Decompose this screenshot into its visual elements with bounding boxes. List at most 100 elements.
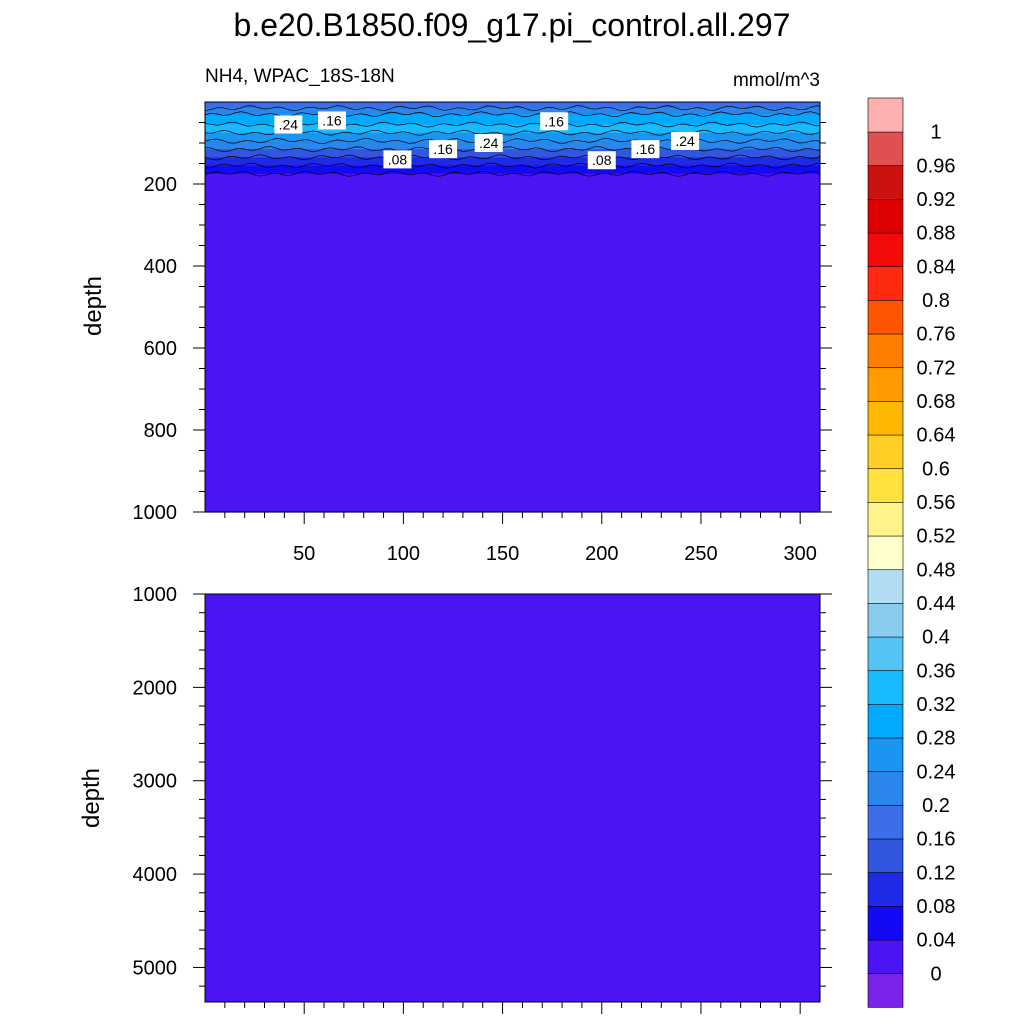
contour-line xyxy=(204,137,821,144)
colorbar-label: 0.84 xyxy=(917,256,956,278)
upper-panel: .24 .16 .08 .16 .24 .16 .08 .16 .24 200 400 600 800 1… xyxy=(133,101,832,565)
x-tick-label: 300 xyxy=(783,543,816,565)
units-label: mmol/m^3 xyxy=(733,70,820,91)
colorbar-swatch xyxy=(867,165,904,200)
depth-band xyxy=(205,124,820,134)
colorbar-swatch xyxy=(867,266,904,301)
colorbar-swatch xyxy=(867,771,904,806)
contour-label-text: .16 xyxy=(544,113,564,129)
colorbar-swatch xyxy=(867,670,904,705)
colorbar-swatch xyxy=(867,333,904,369)
colorbar-swatch xyxy=(867,602,904,638)
colorbar-label: 0.32 xyxy=(917,694,956,716)
colorbar-label: 0.56 xyxy=(917,492,956,514)
colorbar-swatch xyxy=(867,131,904,167)
depth-band xyxy=(205,173,820,183)
y-tick-label: 1000 xyxy=(133,502,178,524)
x-tick-label: 100 xyxy=(387,543,420,565)
y-tick-label: 4000 xyxy=(133,864,178,886)
depth-band xyxy=(205,149,820,158)
depth-band xyxy=(205,108,820,115)
colorbar-swatch xyxy=(867,400,904,436)
colorbar-label: 0.48 xyxy=(917,559,956,581)
colorbar-label: 0.52 xyxy=(917,526,956,548)
x-tick-label: 50 xyxy=(293,543,315,565)
contour-line xyxy=(204,146,821,153)
depth-band xyxy=(205,132,820,142)
contour-line xyxy=(204,111,821,118)
contour-line xyxy=(204,170,821,177)
deep-fill xyxy=(205,594,820,1002)
lower-depth-axis-label: depth xyxy=(78,768,105,828)
y-tick-label: 2000 xyxy=(133,677,178,699)
contour-line xyxy=(204,121,821,128)
colorbar-label: 0.68 xyxy=(917,391,956,413)
upper-depth-axis-label: depth xyxy=(80,276,107,336)
colorbar-swatch xyxy=(867,804,904,840)
colorbar-swatch xyxy=(867,872,904,907)
colorbar-label: 0.2 xyxy=(922,795,950,817)
colorbar-label: 0 xyxy=(930,963,941,985)
lower-panel: 1000 2000 3000 4000 5000 xyxy=(133,584,832,1014)
colorbar-label: 0.6 xyxy=(922,458,950,480)
colorbar-label: 0.76 xyxy=(917,324,956,346)
contour-label-text: .16 xyxy=(433,141,453,157)
contour-line xyxy=(204,154,821,161)
colorbar-swatch xyxy=(867,703,904,739)
colorbar-label: 0.64 xyxy=(917,425,956,447)
colorbar-swatch xyxy=(867,299,904,335)
colorbar-swatch xyxy=(867,569,904,604)
contour-label: .24 xyxy=(671,131,700,150)
colorbar-label: 0.16 xyxy=(917,829,956,851)
colorbar-swatch xyxy=(867,97,904,133)
lower-plot-frame xyxy=(204,593,821,1003)
colorbar-label: 0.8 xyxy=(922,290,950,312)
colorbar-swatch xyxy=(867,468,904,503)
y-tick-label: 3000 xyxy=(133,771,178,793)
contour-label: .16 xyxy=(631,140,660,159)
colorbar-swatch xyxy=(867,939,904,975)
contour-line xyxy=(204,129,821,136)
colorbar-label: 0.72 xyxy=(917,357,956,379)
colorbar-label: 0.28 xyxy=(917,728,956,750)
depth-band xyxy=(205,102,820,109)
colorbar-label: 0.08 xyxy=(917,896,956,918)
y-tick-label: 5000 xyxy=(133,957,178,979)
depth-band xyxy=(205,114,820,126)
y-tick-label: 600 xyxy=(144,338,177,360)
contour-label: .24 xyxy=(474,134,503,152)
colorbar-label: 1 xyxy=(930,122,941,144)
colorbar-swatch xyxy=(867,367,904,402)
contour-label: .08 xyxy=(383,150,412,169)
colorbar-swatch xyxy=(867,232,904,268)
colorbar-label: 0.96 xyxy=(917,155,956,177)
y-tick-label: 1000 xyxy=(133,584,178,606)
colorbar-label: 0.04 xyxy=(917,930,956,952)
y-tick-label: 400 xyxy=(144,256,177,278)
y-tick-label: 200 xyxy=(144,174,177,196)
x-tick-label: 150 xyxy=(486,543,519,565)
contour-label: .08 xyxy=(587,151,616,170)
colorbar-label: 0.36 xyxy=(917,660,956,682)
colorbar-swatch xyxy=(867,198,904,234)
x-tick-label: 250 xyxy=(684,543,717,565)
colorbar-label: 0.92 xyxy=(917,189,956,211)
contour-label-text: .24 xyxy=(479,135,499,151)
contour-line xyxy=(204,162,821,169)
contour-label: .16 xyxy=(429,140,458,159)
colorbar-label: 0.88 xyxy=(917,223,956,245)
colorbar-swatch xyxy=(867,501,904,537)
contour-label-text: .24 xyxy=(675,133,695,149)
colorbar-swatch xyxy=(867,973,904,1008)
colorbar: 0 0.04 0.08 0.12 0.16 0.2 0.24 0.28 0.32 0.36 0.4 0… xyxy=(867,97,956,1008)
variable-region-label: NH4, WPAC_18S-18N xyxy=(205,66,395,87)
contour-label: .24 xyxy=(274,115,303,134)
colorbar-swatch xyxy=(867,838,904,874)
contour-label: .16 xyxy=(540,112,569,131)
contour-line xyxy=(204,105,821,112)
depth-band xyxy=(205,140,820,150)
contour-label-text: .08 xyxy=(388,151,408,167)
depth-band xyxy=(205,157,820,167)
chart-title: b.e20.B1850.f09_g17.pi_control.all.297 xyxy=(234,7,791,43)
